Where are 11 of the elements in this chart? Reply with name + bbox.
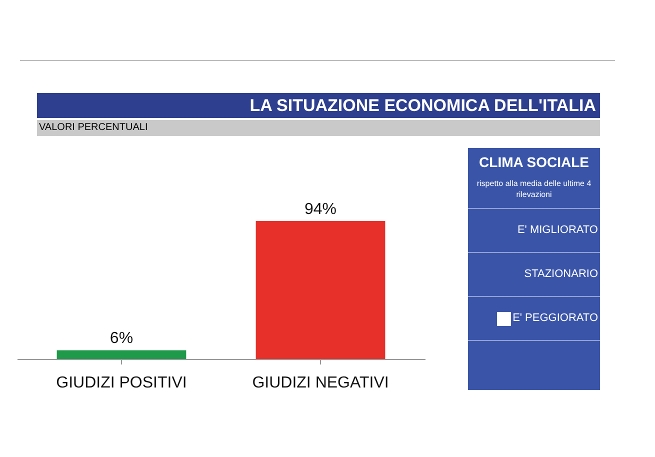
data-label: 94% [304,201,337,218]
x-tick-label: GIUDIZI NEGATIVI [252,374,389,392]
text: E' PEGGIORATO [468,297,600,341]
text: CLIMA SOCIALE [478,154,590,170]
data-label: 6% [110,330,134,348]
text: STAZIONARIO [468,253,600,297]
text: E' MIGLIORATO [468,209,600,253]
text: rispetto alla media delle ultime 4 rilevazioni [468,178,600,209]
chart-subtitle: VALORI PERCENTUALI [37,120,600,136]
chart-title: LA SITUAZIONE ECONOMICA DELL'ITALIA [37,93,600,118]
x-tick-label: GIUDIZI POSITIVI [56,374,187,392]
